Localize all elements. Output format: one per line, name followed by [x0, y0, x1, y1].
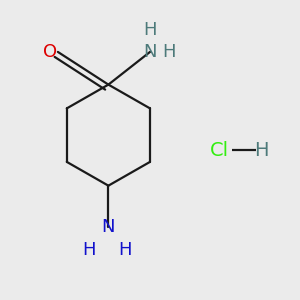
Text: H: H: [118, 241, 131, 259]
Text: N: N: [102, 218, 115, 236]
Text: H: H: [163, 43, 176, 61]
Text: H: H: [82, 241, 96, 259]
Text: O: O: [44, 43, 58, 61]
Text: Cl: Cl: [210, 140, 230, 160]
Text: H: H: [254, 140, 269, 160]
Text: N: N: [143, 43, 157, 61]
Text: H: H: [143, 21, 157, 39]
